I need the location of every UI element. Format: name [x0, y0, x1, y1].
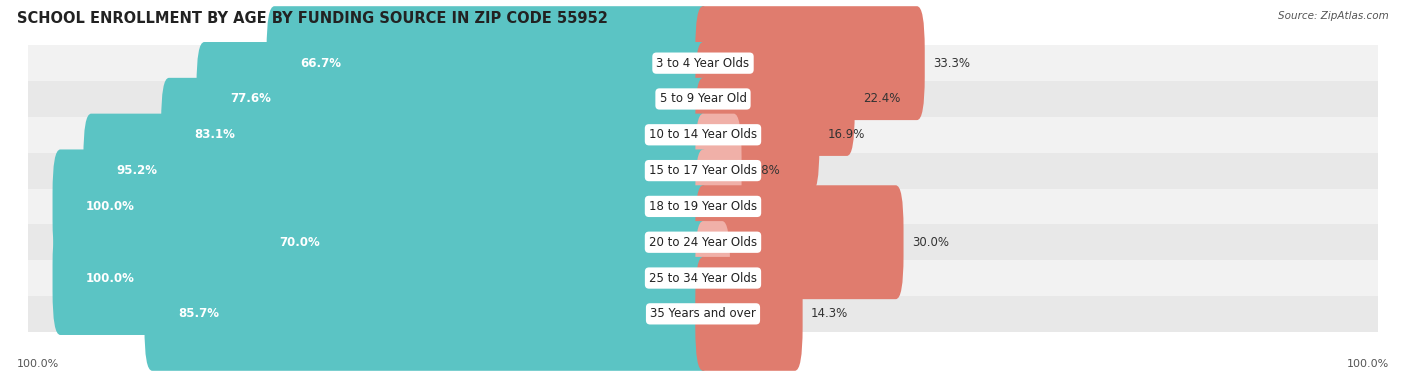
FancyBboxPatch shape [696, 221, 730, 335]
Text: SCHOOL ENROLLMENT BY AGE BY FUNDING SOURCE IN ZIP CODE 55952: SCHOOL ENROLLMENT BY AGE BY FUNDING SOUR… [17, 11, 607, 26]
Text: 100.0%: 100.0% [1347, 359, 1389, 369]
FancyBboxPatch shape [162, 78, 710, 192]
FancyBboxPatch shape [696, 149, 730, 264]
FancyBboxPatch shape [145, 257, 710, 371]
FancyBboxPatch shape [267, 6, 710, 120]
Text: 100.0%: 100.0% [86, 200, 135, 213]
FancyBboxPatch shape [696, 257, 803, 371]
Bar [28, 81, 1378, 117]
FancyBboxPatch shape [696, 42, 855, 156]
Bar [28, 260, 1378, 296]
FancyBboxPatch shape [52, 149, 710, 264]
Text: 95.2%: 95.2% [117, 164, 157, 177]
Text: 85.7%: 85.7% [179, 307, 219, 320]
FancyBboxPatch shape [696, 78, 820, 192]
Text: 3 to 4 Year Olds: 3 to 4 Year Olds [657, 57, 749, 70]
FancyBboxPatch shape [696, 113, 741, 228]
Text: 83.1%: 83.1% [194, 128, 235, 141]
Bar [28, 117, 1378, 153]
Bar [28, 224, 1378, 260]
Bar [28, 188, 1378, 224]
Text: 30.0%: 30.0% [912, 236, 949, 249]
Text: 0.0%: 0.0% [718, 271, 748, 285]
Text: 70.0%: 70.0% [278, 236, 319, 249]
FancyBboxPatch shape [696, 185, 904, 299]
Text: 10 to 14 Year Olds: 10 to 14 Year Olds [650, 128, 756, 141]
FancyBboxPatch shape [197, 42, 710, 156]
FancyBboxPatch shape [52, 221, 710, 335]
Bar [28, 153, 1378, 188]
Text: 0.0%: 0.0% [718, 200, 748, 213]
Text: 35 Years and over: 35 Years and over [650, 307, 756, 320]
Text: 4.8%: 4.8% [749, 164, 780, 177]
Bar [28, 45, 1378, 81]
Text: 66.7%: 66.7% [299, 57, 342, 70]
Text: 14.3%: 14.3% [811, 307, 848, 320]
FancyBboxPatch shape [83, 113, 710, 228]
Bar [28, 296, 1378, 332]
Text: 22.4%: 22.4% [863, 92, 900, 106]
Text: Source: ZipAtlas.com: Source: ZipAtlas.com [1278, 11, 1389, 21]
Text: 100.0%: 100.0% [86, 271, 135, 285]
Text: 18 to 19 Year Olds: 18 to 19 Year Olds [650, 200, 756, 213]
Legend: Public School, Private School: Public School, Private School [589, 375, 817, 377]
Text: 25 to 34 Year Olds: 25 to 34 Year Olds [650, 271, 756, 285]
Text: 100.0%: 100.0% [17, 359, 59, 369]
Text: 15 to 17 Year Olds: 15 to 17 Year Olds [650, 164, 756, 177]
Text: 33.3%: 33.3% [934, 57, 970, 70]
Text: 77.6%: 77.6% [231, 92, 271, 106]
Text: 16.9%: 16.9% [828, 128, 865, 141]
FancyBboxPatch shape [246, 185, 710, 299]
Text: 20 to 24 Year Olds: 20 to 24 Year Olds [650, 236, 756, 249]
Text: 5 to 9 Year Old: 5 to 9 Year Old [659, 92, 747, 106]
FancyBboxPatch shape [696, 6, 925, 120]
